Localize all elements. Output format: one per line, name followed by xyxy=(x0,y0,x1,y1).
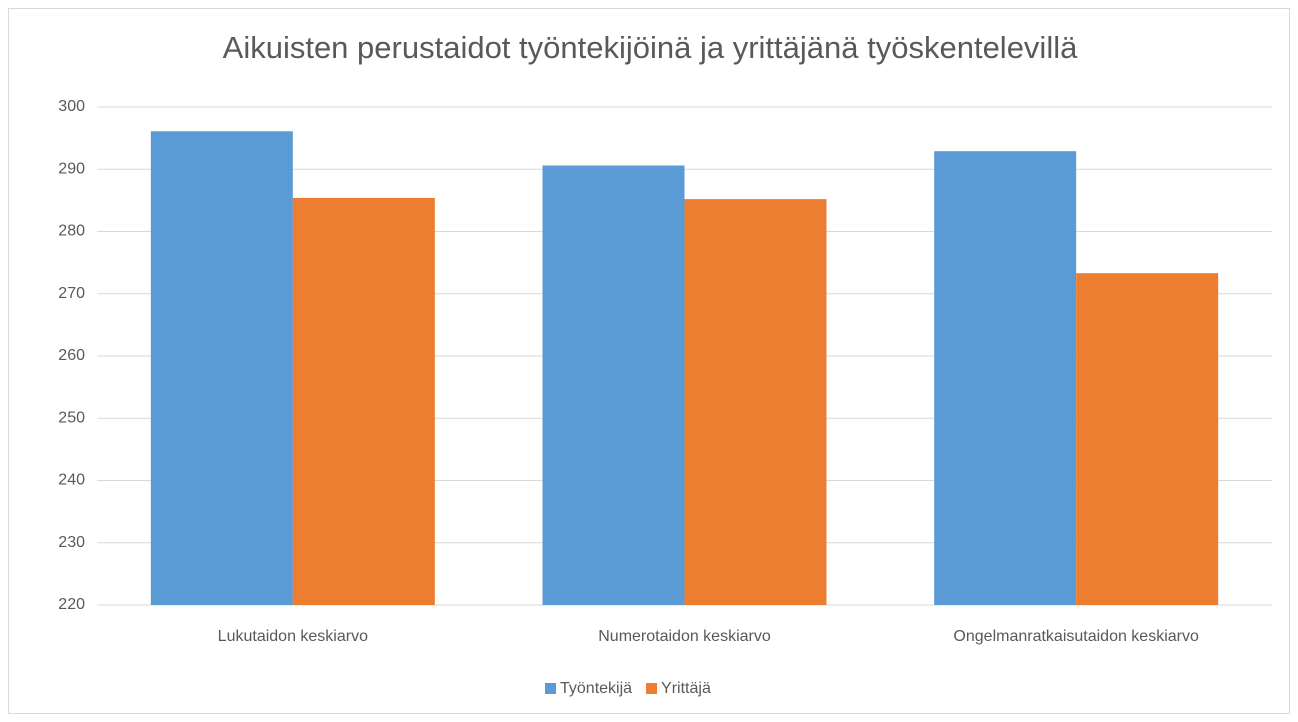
bar xyxy=(542,165,685,605)
bar xyxy=(292,197,435,605)
y-tick-label: 270 xyxy=(58,285,85,302)
bar xyxy=(150,131,293,605)
y-tick-label: 250 xyxy=(58,409,85,426)
y-tick-label: 230 xyxy=(58,534,85,551)
legend-label: Yrittäjä xyxy=(661,680,711,697)
legend-swatch xyxy=(646,683,658,694)
legend-swatch xyxy=(545,683,556,694)
bar xyxy=(684,199,827,605)
y-tick-label: 280 xyxy=(58,223,85,240)
legend-label: Työntekijä xyxy=(560,680,632,697)
bar xyxy=(934,151,1077,605)
y-tick-label: 240 xyxy=(58,472,85,489)
y-tick-label: 260 xyxy=(58,347,85,364)
x-tick-label: Ongelmanratkaisutaidon keskiarvo xyxy=(953,628,1199,645)
chart-title: Aikuisten perustaidot työntekijöinä ja y… xyxy=(223,30,1078,65)
y-tick-label: 290 xyxy=(58,160,85,177)
y-tick-label: 220 xyxy=(58,596,85,613)
y-tick-label: 300 xyxy=(58,98,85,115)
bar xyxy=(1076,273,1219,605)
x-tick-label: Lukutaidon keskiarvo xyxy=(218,628,368,645)
x-tick-label: Numerotaidon keskiarvo xyxy=(598,628,771,645)
